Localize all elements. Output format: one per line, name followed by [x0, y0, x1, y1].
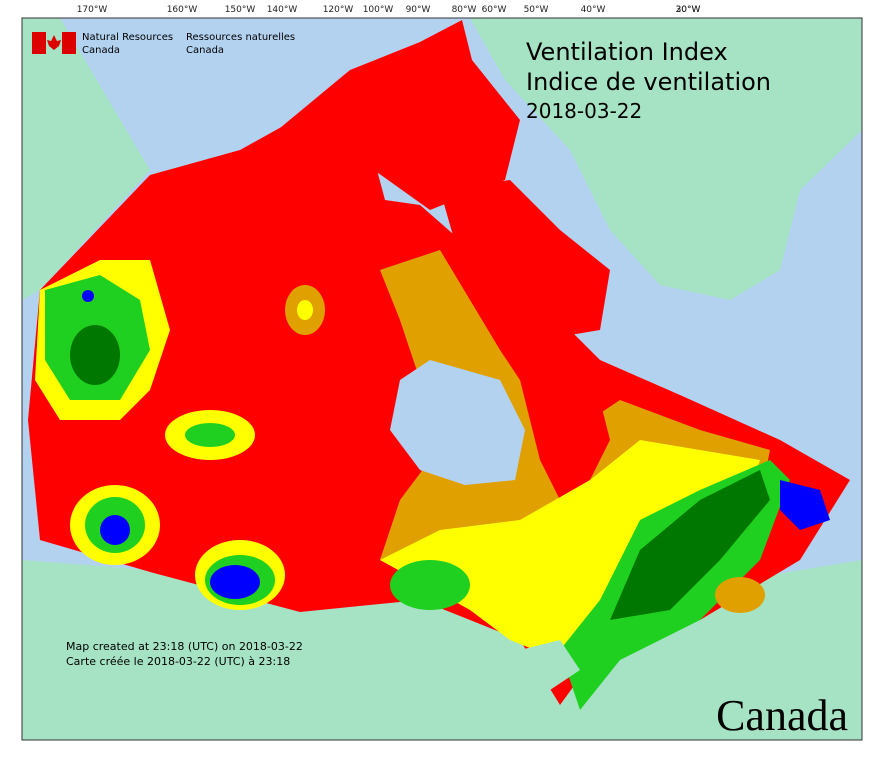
hudson-bay [390, 360, 525, 485]
zone-yellow-east [380, 440, 760, 660]
title-en: Ventilation Index [526, 38, 728, 66]
date: 2018-03-22 [526, 99, 642, 123]
top-tick-label: 40°W [581, 5, 606, 15]
top-tick-label: 100°W [363, 5, 394, 15]
top-tick-label: 170°W [77, 5, 108, 15]
zone-blue-nl [780, 480, 830, 530]
zone-darkgreen-east [610, 470, 770, 620]
country-en: Canada [82, 45, 120, 56]
wordmark: Canada [716, 691, 848, 740]
zone-blue-west [82, 290, 94, 302]
top-tick-label: 60°W [482, 5, 507, 15]
top-tick-label: 90°W [406, 5, 431, 15]
created-fr: Carte créée le 2018-03-22 (UTC) à 23:18 [66, 655, 290, 668]
zone-darkgreen-west [70, 325, 120, 385]
flag-bar [62, 32, 76, 54]
zone-green-on [390, 560, 470, 610]
created-en: Map created at 23:18 (UTC) on 2018-03-22 [66, 640, 303, 653]
flag-bar [32, 32, 46, 54]
top-tick-label: 120°W [323, 5, 354, 15]
quebec-north [520, 370, 610, 500]
alaska [22, 18, 150, 300]
arctic-islands [280, 20, 520, 210]
flag-leaf [47, 35, 61, 50]
top-tick-label: 80°W [452, 5, 477, 15]
title-fr: Indice de ventilation [526, 68, 771, 96]
zone-yellow-nu [297, 300, 313, 320]
greenland [470, 18, 862, 300]
top-tick-label: 20°W [676, 5, 701, 15]
frame [21, 17, 863, 741]
zone-green-ab [185, 423, 235, 447]
top-tick-label: 160°W [167, 5, 198, 15]
zone-blue-bc [100, 515, 130, 545]
top-tick-label: 50°W [524, 5, 549, 15]
map-body [22, 18, 862, 740]
baffin [440, 180, 610, 340]
agency-en: Natural Resources [82, 32, 173, 43]
agency-fr: Ressources naturelles [186, 32, 295, 43]
top-tick-label: 150°W [225, 5, 256, 15]
top-tick-label: 30°W [676, 5, 701, 15]
top-tick-label: 140°W [267, 5, 298, 15]
zone-orange-ns [715, 577, 765, 613]
country-fr: Canada [186, 45, 224, 56]
zone-blue-sk [210, 565, 260, 599]
lakes-land [520, 640, 580, 690]
